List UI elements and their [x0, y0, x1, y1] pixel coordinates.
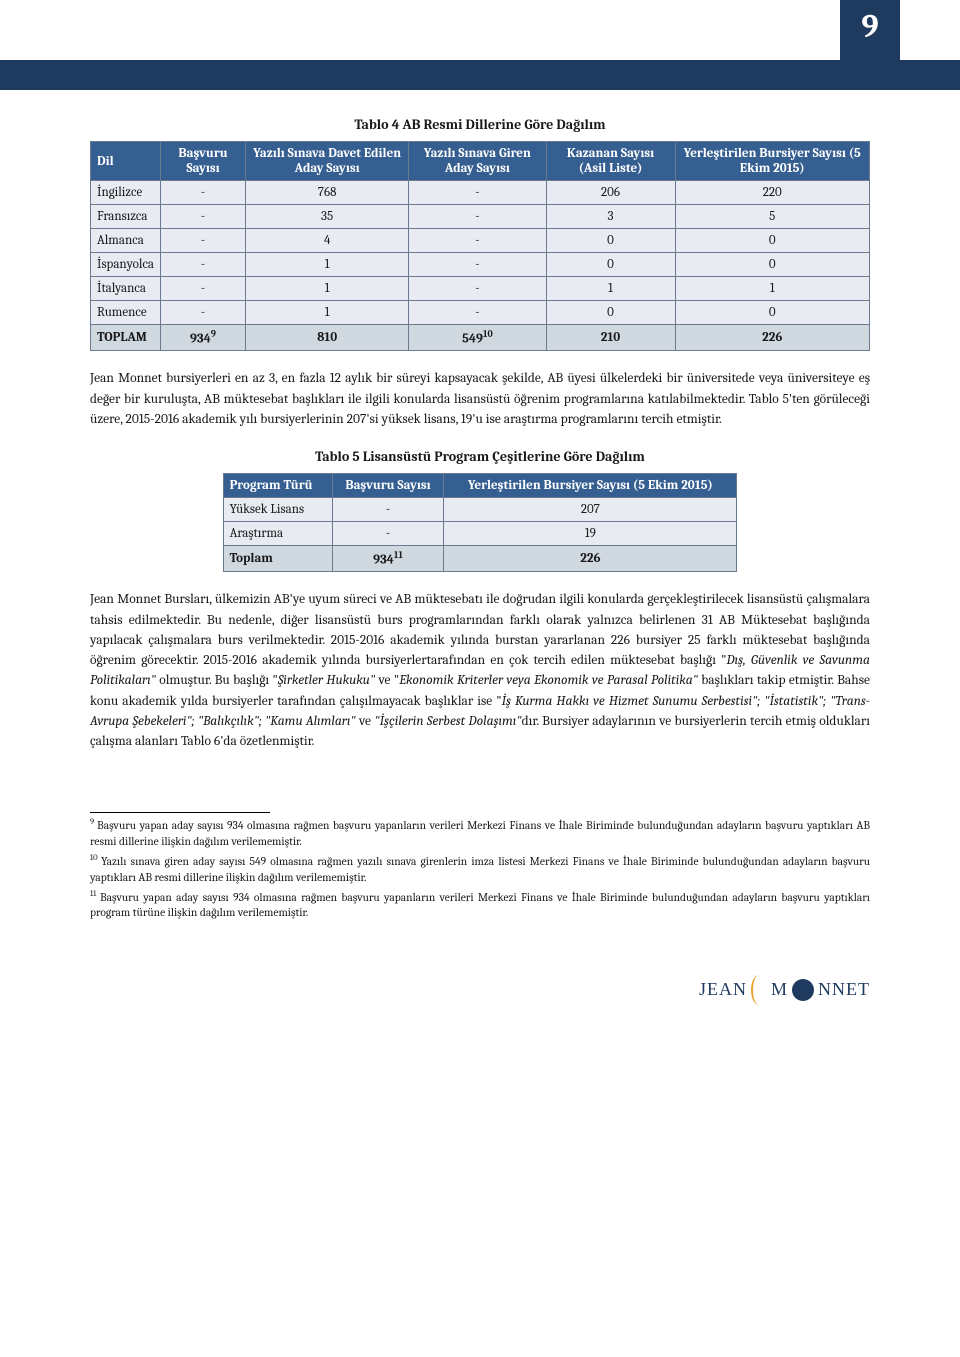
table-cell: 0 — [546, 301, 675, 325]
footnote: 11 Başvuru yapan aday sayısı 934 olmasın… — [90, 889, 870, 921]
jean-monnet-logo: JEAN M NNET — [699, 975, 870, 1005]
table-cell: 226 — [444, 546, 737, 572]
logo-text-jean: JEAN — [699, 979, 747, 1000]
footer-logo-row: JEAN M NNET — [0, 975, 960, 1035]
text-run: olmuştur. Bu başlığı " — [156, 673, 278, 688]
table-cell: 3 — [546, 205, 675, 229]
table-cell: 207 — [444, 498, 737, 522]
header-band — [0, 60, 960, 90]
table-cell: Almanca — [91, 229, 161, 253]
table-cell: - — [332, 522, 444, 546]
logo-text-m: M — [771, 979, 788, 1000]
table-cell: 93411 — [332, 546, 444, 572]
table-cell: - — [161, 301, 246, 325]
table-cell: Araştırma — [223, 522, 332, 546]
table-cell: - — [409, 205, 546, 229]
table-cell: 35 — [246, 205, 409, 229]
table-cell: 0 — [675, 253, 869, 277]
table-cell: 19 — [444, 522, 737, 546]
table-header: Yerleştirilen Bursiyer Sayısı (5 Ekim 20… — [675, 142, 869, 181]
table-cell: 5 — [675, 205, 869, 229]
table-cell: - — [161, 229, 246, 253]
paragraph-2: Jean Monnet Bursları, ülkemizin AB'ye uy… — [90, 590, 870, 752]
table-cell: 0 — [675, 301, 869, 325]
table-cell: 9349 — [161, 325, 246, 351]
table-cell: 1 — [546, 277, 675, 301]
logo-swoosh-icon — [751, 975, 767, 1005]
table2-title: Tablo 5 Lisansüstü Program Çeşitlerine G… — [90, 448, 870, 465]
text-run: ve " — [375, 673, 399, 688]
table-total-row: TOPLAM934981054910210226 — [91, 325, 870, 351]
table-header: Kazanan Sayısı (Asil Liste) — [546, 142, 675, 181]
table-cell: 0 — [546, 229, 675, 253]
table-cell: - — [161, 253, 246, 277]
table-row: Rumence-1-00 — [91, 301, 870, 325]
footnotes: 9 Başvuru yapan aday sayısı 934 olmasına… — [90, 817, 870, 921]
footnote: 9 Başvuru yapan aday sayısı 934 olmasına… — [90, 817, 870, 849]
table-cell: Rumence — [91, 301, 161, 325]
table1: DilBaşvuru SayısıYazılı Sınava Davet Edi… — [90, 141, 870, 351]
table-cell: Fransızca — [91, 205, 161, 229]
table-cell: 54910 — [409, 325, 546, 351]
table-header: Yazılı Sınava Davet Edilen Aday Sayısı — [246, 142, 409, 181]
table-header: Program Türü — [223, 474, 332, 498]
table1-title: Tablo 4 AB Resmi Dillerine Göre Dağılım — [90, 116, 870, 133]
table-row: Fransızca-35-35 — [91, 205, 870, 229]
table-row: İspanyolca-1-00 — [91, 253, 870, 277]
table-cell: İspanyolca — [91, 253, 161, 277]
footnote: 10 Yazılı sınava giren aday sayısı 549 o… — [90, 853, 870, 885]
table-header: Başvuru Sayısı — [332, 474, 444, 498]
paragraph-1: Jean Monnet bursiyerleri en az 3, en faz… — [90, 369, 870, 430]
table-header: Yazılı Sınava Giren Aday Sayısı — [409, 142, 546, 181]
table-row: Araştırma-19 — [223, 522, 737, 546]
table-cell: Toplam — [223, 546, 332, 572]
table-cell: 1 — [246, 301, 409, 325]
table-row: Almanca-4-00 — [91, 229, 870, 253]
table-cell: 768 — [246, 181, 409, 205]
table-cell: - — [409, 229, 546, 253]
table-cell: - — [161, 181, 246, 205]
table2: Program TürüBaşvuru SayısıYerleştirilen … — [223, 473, 738, 572]
table-cell: 0 — [675, 229, 869, 253]
table-cell: 226 — [675, 325, 869, 351]
table-row: İngilizce-768-206220 — [91, 181, 870, 205]
table-row: İtalyanca-1-11 — [91, 277, 870, 301]
table-cell: 810 — [246, 325, 409, 351]
table-cell: 4 — [246, 229, 409, 253]
logo-eu-circle-icon — [792, 979, 814, 1001]
table-cell: - — [409, 181, 546, 205]
table-cell: 206 — [546, 181, 675, 205]
table-cell: 220 — [675, 181, 869, 205]
table-cell: TOPLAM — [91, 325, 161, 351]
table-cell: 210 — [546, 325, 675, 351]
table-cell: - — [161, 205, 246, 229]
footnote-rule — [90, 812, 270, 813]
table-cell: İtalyanca — [91, 277, 161, 301]
table-cell: 0 — [546, 253, 675, 277]
table-cell: 1 — [675, 277, 869, 301]
table-cell: 1 — [246, 277, 409, 301]
table-cell: - — [161, 277, 246, 301]
text-run: "İşçilerin Serbest Dolaşımı" — [374, 714, 521, 729]
page-content: Tablo 4 AB Resmi Dillerine Göre Dağılım … — [0, 90, 960, 965]
table-header: Yerleştirilen Bursiyer Sayısı (5 Ekim 20… — [444, 474, 737, 498]
table-total-row: Toplam93411226 — [223, 546, 737, 572]
table-cell: Yüksek Lisans — [223, 498, 332, 522]
table-row: Yüksek Lisans-207 — [223, 498, 737, 522]
table-cell: - — [409, 277, 546, 301]
logo-text-nnet: NNET — [818, 979, 870, 1000]
table-cell: İngilizce — [91, 181, 161, 205]
table-cell: - — [332, 498, 444, 522]
text-run: Ekonomik Kriterler veya Ekonomik ve Para… — [399, 673, 698, 688]
page-number: 9 — [840, 0, 900, 90]
table-header: Dil — [91, 142, 161, 181]
table-cell: - — [409, 253, 546, 277]
table-cell: 1 — [246, 253, 409, 277]
table-cell: - — [409, 301, 546, 325]
table-header: Başvuru Sayısı — [161, 142, 246, 181]
text-run: Şirketler Hukuku" — [278, 673, 375, 688]
text-run: ve — [359, 714, 374, 729]
